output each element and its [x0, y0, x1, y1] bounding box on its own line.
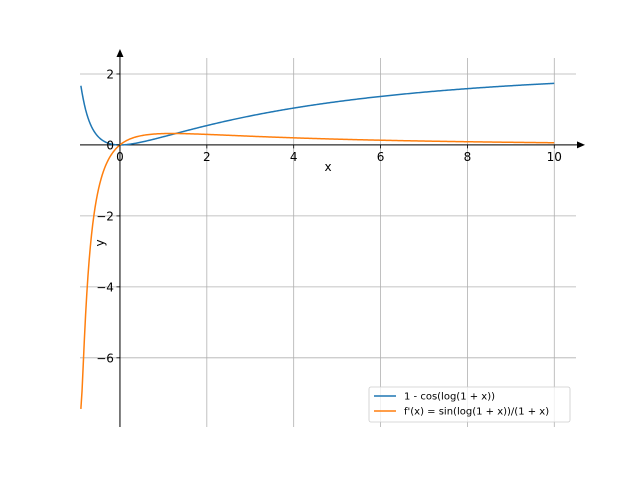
axes-layer — [80, 49, 585, 427]
x-tick-label: 0 — [116, 150, 124, 164]
x-axis-arrow — [577, 141, 585, 149]
y-tick-label: −6 — [96, 351, 114, 365]
y-tick-label: 2 — [106, 67, 114, 81]
x-tick-label: 10 — [547, 150, 562, 164]
series-line-2 — [80, 132, 555, 409]
grid-layer — [80, 58, 576, 427]
y-axis-label: y — [93, 239, 107, 246]
x-tick-label: 4 — [290, 150, 298, 164]
legend-label-series-1: 1 - cos(log(1 + x)) — [404, 392, 495, 403]
y-tick-label: −2 — [96, 209, 114, 223]
y-axis-arrow — [116, 49, 124, 57]
y-tick-label: −4 — [96, 280, 114, 294]
x-tick-label: 8 — [464, 150, 472, 164]
legend-frame — [368, 386, 571, 423]
series-line-1 — [80, 82, 555, 146]
ticks-layer: 0 2 4 6 8 10 2 0 −2 −4 −6 — [96, 67, 562, 365]
x-axis-label: x — [324, 160, 331, 174]
series-layer — [80, 82, 555, 409]
x-tick-label: 6 — [377, 150, 385, 164]
legend-label-series-2: f'(x) = sin(log(1 + x))/(1 + x) — [404, 407, 549, 418]
legend: 1 - cos(log(1 + x)) f'(x) = sin(log(1 + … — [368, 386, 571, 423]
x-tick-label: 2 — [203, 150, 211, 164]
y-tick-label: 0 — [106, 138, 114, 152]
